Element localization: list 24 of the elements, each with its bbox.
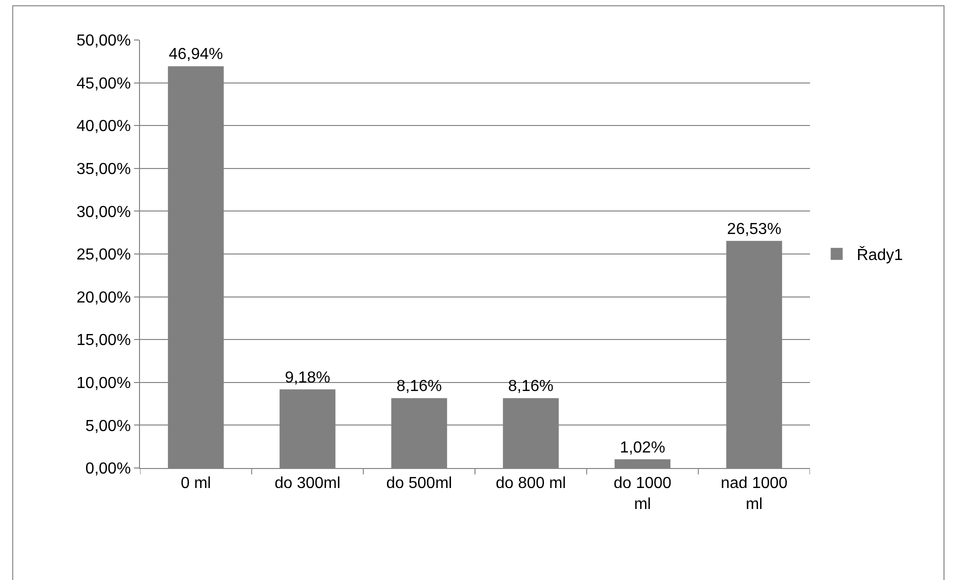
y-tick-label: 35,00% [76,161,131,178]
data-label: 46,94% [168,46,223,64]
data-label: 8,16% [508,378,554,396]
data-label: 1,02% [620,439,666,456]
y-tick-label: 10,00% [76,375,131,392]
data-label: 8,16% [396,378,442,396]
y-tick-label: 0,00% [85,460,131,478]
y-tick-label: 5,00% [85,418,131,435]
legend-label: Řady1 [856,246,904,264]
y-tick-label: 20,00% [76,289,131,306]
y-tick-label: 25,00% [76,246,131,264]
x-tick-label: nad 1000 ml [720,475,788,513]
y-tick-label: 50,00% [76,32,131,50]
data-label: 9,18% [284,369,330,386]
y-tick-label: 45,00% [76,75,131,92]
y-tick-label: 30,00% [76,204,131,221]
data-label: 26,53% [727,220,782,238]
x-tick-label: do 500ml [386,475,452,492]
x-tick-label: do 800 ml [496,475,566,492]
x-tick-label: do 300ml [274,475,340,492]
x-tick-label: 0 ml [180,475,211,492]
x-tick-label: do 1000 ml [614,475,672,513]
y-tick-label: 15,00% [76,332,131,350]
y-tick-label: 40,00% [76,118,131,136]
